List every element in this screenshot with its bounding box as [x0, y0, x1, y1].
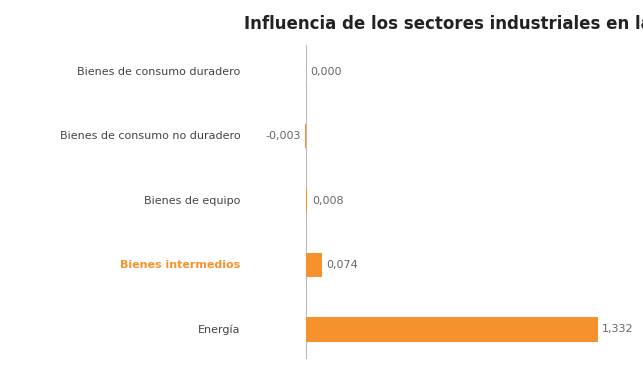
Text: Bienes intermedios: Bienes intermedios: [120, 260, 240, 270]
Bar: [305, 317, 598, 342]
Text: 0,074: 0,074: [327, 260, 358, 270]
Text: Energía: Energía: [198, 324, 240, 335]
Text: Bienes de consumo no duradero: Bienes de consumo no duradero: [60, 131, 240, 141]
Bar: [305, 253, 322, 277]
Text: Influencia de los sectores industriales en la tasa anual del IPRI: Influencia de los sectores industriales …: [244, 15, 643, 33]
Text: Bienes de consumo duradero: Bienes de consumo duradero: [77, 67, 240, 77]
Text: 1,332: 1,332: [602, 324, 634, 335]
Text: Bienes de equipo: Bienes de equipo: [144, 196, 240, 206]
Text: 0,000: 0,000: [310, 67, 341, 77]
Text: 0,008: 0,008: [312, 196, 343, 206]
Text: -0,003: -0,003: [265, 131, 301, 141]
Bar: [305, 188, 307, 213]
